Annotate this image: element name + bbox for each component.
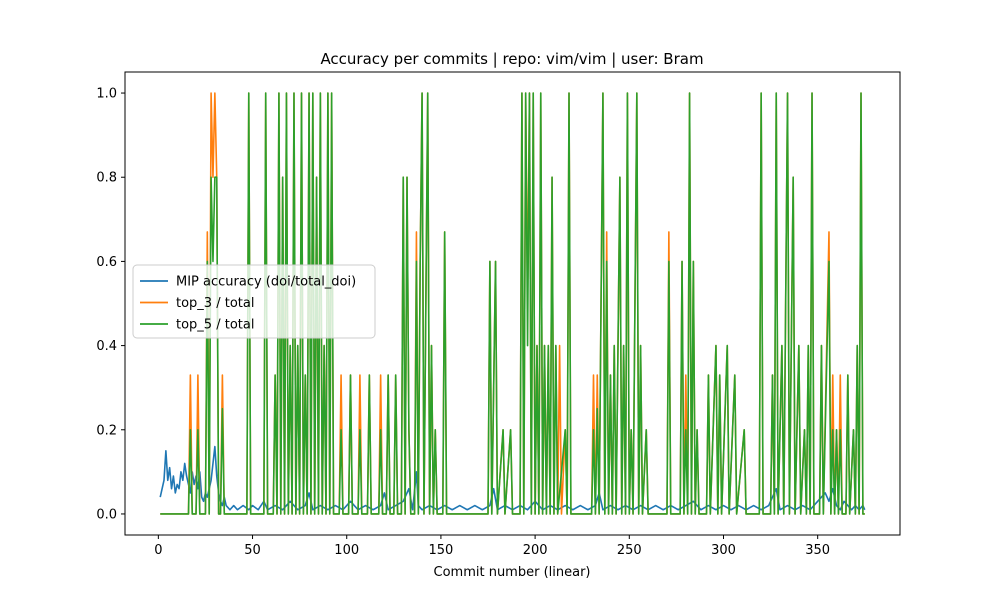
plot-frame xyxy=(124,71,901,536)
legend-box xyxy=(132,264,376,339)
y-tick-label: 0.6 xyxy=(96,255,117,270)
x-tick-label: 50 xyxy=(244,543,261,558)
x-tick-label: 100 xyxy=(334,543,359,558)
legend-label-1: MIP accuracy (doi/total_doi) xyxy=(176,275,356,290)
y-tick-label: 1.0 xyxy=(96,87,117,102)
x-axis-label: Commit number (linear) xyxy=(434,565,591,580)
legend-label-3: top_5 / total xyxy=(176,318,254,333)
y-tick-label: 0.0 xyxy=(96,507,117,522)
x-tick-label: 200 xyxy=(523,543,548,558)
x-tick-label: 250 xyxy=(617,543,642,558)
chart-title: Accuracy per commits | repo: vim/vim | u… xyxy=(320,50,703,68)
y-tick-label: 0.4 xyxy=(96,339,117,354)
ticks-layer: 0 50 100 150 200 250 300 350 0.0 0.2 0.4 0.6 0.8 1.0 xyxy=(96,87,830,558)
x-tick-label: 300 xyxy=(711,543,736,558)
series-line-3 xyxy=(160,92,865,515)
legend-label-2: top_3 / total xyxy=(176,296,254,311)
y-tick-label: 0.2 xyxy=(96,423,117,438)
legend: MIP accuracy (doi/total_doi) top_3 / tota… xyxy=(132,264,376,339)
x-tick-label: 150 xyxy=(429,543,454,558)
y-tick-label: 0.8 xyxy=(96,171,117,186)
x-tick-label: 350 xyxy=(805,543,830,558)
x-tick-label: 0 xyxy=(154,543,162,558)
